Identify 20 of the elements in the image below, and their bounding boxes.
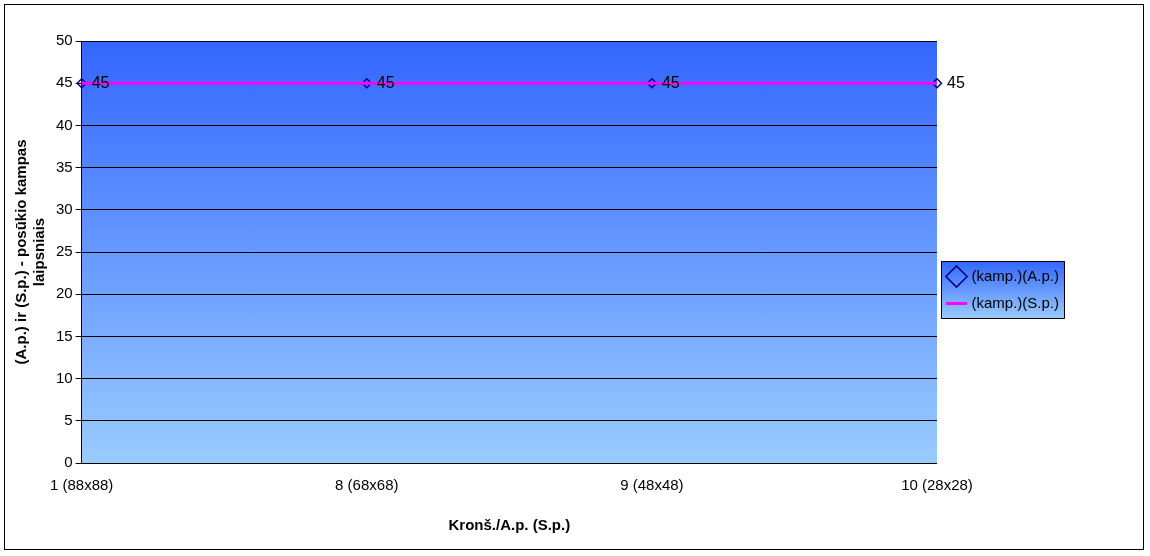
y-tick-label: 50 (56, 31, 73, 49)
y-tick-label: 5 (64, 410, 73, 428)
y-axis-title: (A.p.) ir (S.p.) - posūkio kampas laipsniais (12, 139, 48, 365)
legend-label: (kamp.)(A.p.) (971, 266, 1060, 284)
x-tick-label: 9 (48x48) (620, 476, 684, 494)
y-tick-label: 20 (56, 284, 73, 302)
y-tick-label: 45 (56, 73, 73, 91)
x-tick-label: 10 (28x28) (901, 476, 973, 494)
legend-label: (kamp.)(S.p.) (971, 293, 1060, 311)
x-axis-title: Kronš./A.p. (S.p.) (448, 516, 571, 534)
y-tick-label: 25 (56, 242, 73, 260)
x-tick-label: 8 (68x68) (335, 476, 399, 494)
y-tick-label: 10 (56, 368, 73, 386)
y-tick-label: 30 (56, 199, 73, 217)
y-tick-label: 0 (64, 453, 73, 471)
data-label: 45 (946, 73, 965, 91)
x-tick-label: 1 (88x88) (50, 476, 114, 494)
y-tick-label: 35 (56, 157, 73, 175)
y-tick-label: 40 (56, 115, 73, 133)
y-tick-label: 15 (56, 326, 73, 344)
